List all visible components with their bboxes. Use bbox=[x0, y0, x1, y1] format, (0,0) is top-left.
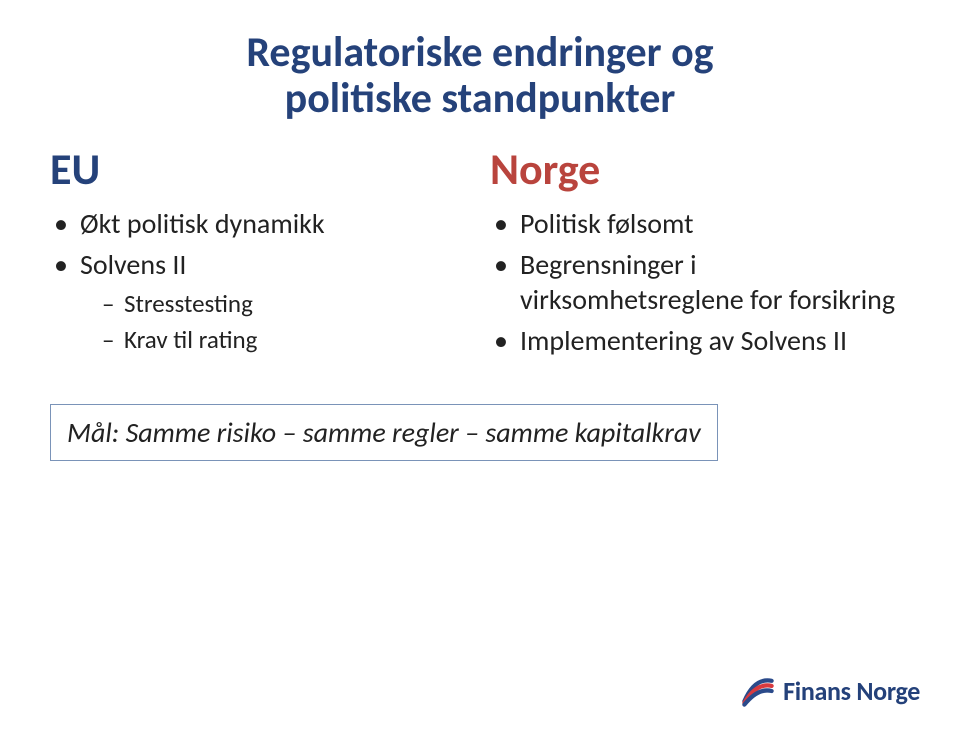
sub-list: Stresstesting Krav til rating bbox=[80, 288, 470, 355]
list-item: Implementering av Solvens II bbox=[494, 323, 910, 358]
eu-bullets: Økt politisk dynamikk Solvens II Stresst… bbox=[50, 206, 470, 355]
left-column: EU Økt politisk dynamikk Solvens II Stre… bbox=[50, 142, 470, 364]
logo-text: Finans Norge bbox=[783, 675, 920, 707]
slide-title: Regulatoriske endringer og politiske sta… bbox=[50, 30, 910, 122]
right-column: Norge Politisk følsomt Begrensninger i v… bbox=[490, 142, 910, 364]
logo-icon bbox=[741, 674, 775, 708]
eu-header: EU bbox=[50, 142, 470, 196]
norge-header: Norge bbox=[490, 142, 910, 196]
title-line1: Regulatoriske endringer og bbox=[246, 27, 713, 78]
columns: EU Økt politisk dynamikk Solvens II Stre… bbox=[50, 142, 910, 364]
goal-box: Mål: Samme risiko – samme regler – samme… bbox=[50, 404, 718, 461]
list-item: Politisk følsomt bbox=[494, 206, 910, 241]
goal-text: Mål: Samme risiko – samme regler – samme… bbox=[67, 415, 701, 450]
bullet-text: Begrensninger i virksomhetsreglene for f… bbox=[520, 247, 895, 317]
list-item: Begrensninger i virksomhetsreglene for f… bbox=[494, 247, 910, 317]
bullet-text: Politisk følsomt bbox=[520, 206, 694, 241]
finans-norge-logo: Finans Norge bbox=[741, 674, 920, 708]
slide: Regulatoriske endringer og politiske sta… bbox=[0, 0, 960, 736]
sub-item: Stresstesting bbox=[102, 288, 470, 319]
bullet-text: Implementering av Solvens II bbox=[520, 323, 847, 358]
list-item: Solvens II Stresstesting Krav til rating bbox=[54, 247, 470, 355]
title-line2: politiske standpunkter bbox=[285, 73, 676, 124]
bullet-text: Økt politisk dynamikk bbox=[80, 206, 325, 241]
bullet-text: Solvens II bbox=[80, 247, 186, 282]
norge-bullets: Politisk følsomt Begrensninger i virksom… bbox=[490, 206, 910, 358]
sub-item: Krav til rating bbox=[102, 324, 470, 355]
list-item: Økt politisk dynamikk bbox=[54, 206, 470, 241]
